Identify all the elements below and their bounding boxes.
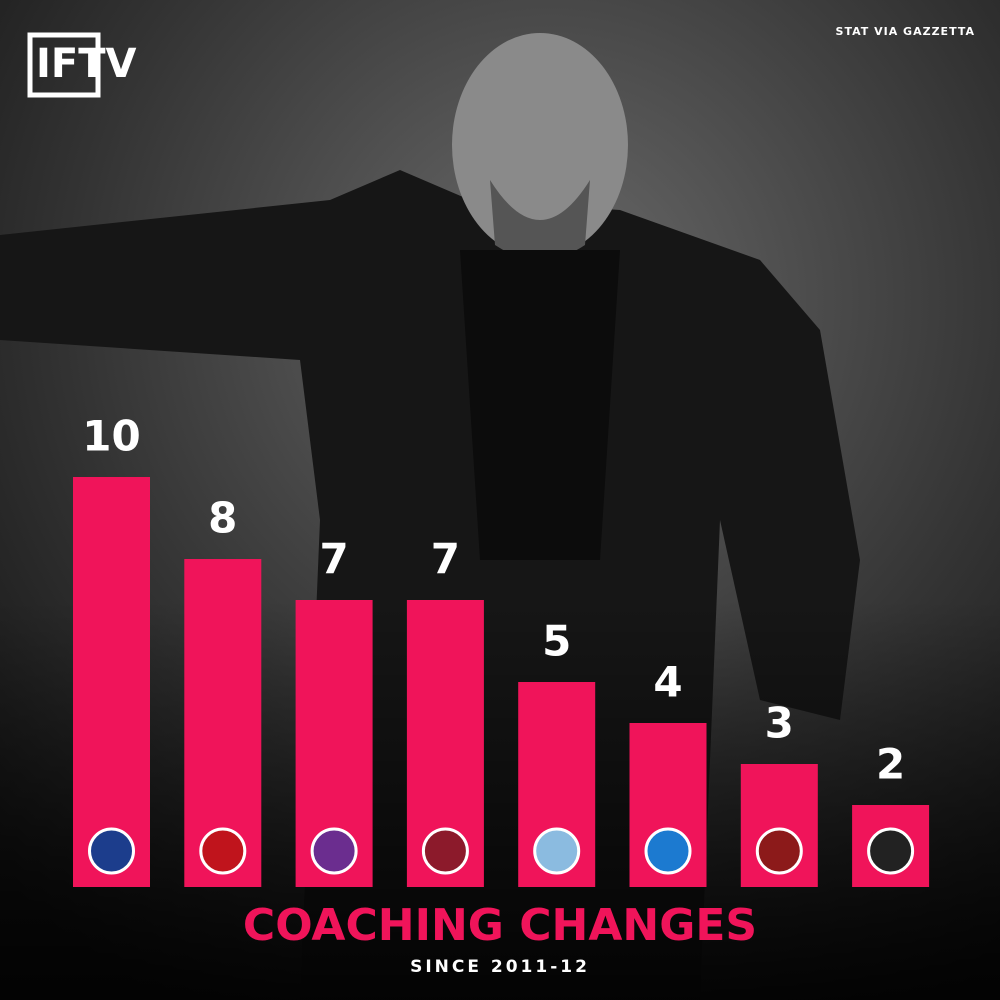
chart-subtitle: SINCE 2011-12 — [410, 957, 590, 977]
value-label: 7 — [431, 535, 460, 584]
value-label: 10 — [82, 412, 140, 461]
brand: IFTV — [36, 41, 136, 87]
bar — [73, 477, 150, 887]
team-logo — [199, 827, 247, 875]
brand-box — [27, 32, 101, 98]
team-logo — [310, 827, 358, 875]
chart-title: COACHING CHANGES — [243, 900, 757, 951]
source: STAT VIA GAZZETTA — [836, 25, 975, 38]
brand-logo: IFTV — [27, 32, 136, 98]
team-logo — [755, 827, 803, 875]
team-logo — [867, 827, 915, 875]
team-logo — [533, 827, 581, 875]
team-logo — [88, 827, 135, 875]
value-label: 7 — [319, 535, 348, 584]
value-label: 8 — [208, 494, 237, 543]
value-label: 5 — [542, 617, 571, 666]
value-label: 3 — [765, 699, 794, 748]
value-label: 4 — [653, 658, 682, 707]
team-logo — [644, 827, 692, 875]
value-label: 2 — [876, 740, 905, 789]
team-logo — [421, 827, 469, 875]
